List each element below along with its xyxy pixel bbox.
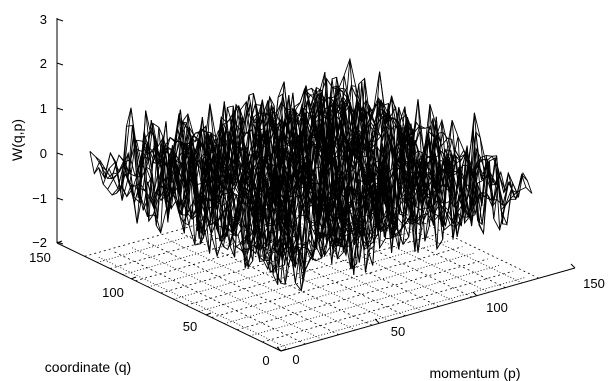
z-tick-label: 3 <box>40 12 47 27</box>
p-tick-label: 100 <box>486 300 508 315</box>
floor-contour-line <box>186 234 438 306</box>
q-axis-label: coordinate (q) <box>45 359 131 375</box>
surface-mesh-line <box>95 156 288 262</box>
z-tick-mark <box>56 152 64 156</box>
surface-mesh-line <box>113 107 305 285</box>
surface-mesh-line <box>293 87 486 224</box>
floor-contour-line <box>247 213 439 307</box>
z-tick-label: 0 <box>40 146 47 161</box>
floor-contour-line <box>114 251 306 345</box>
surface-mesh <box>89 57 533 292</box>
z-tick-labels: 3 2 1 0 −1 −2 <box>32 12 47 250</box>
p-tick-mark <box>570 263 576 269</box>
z-tick-label: 2 <box>40 56 47 71</box>
z-tick-label: −2 <box>32 235 47 250</box>
q-tick-mark <box>205 312 212 316</box>
z-tick-mark <box>56 18 64 22</box>
surface-mesh-line <box>89 87 342 180</box>
q-tick-labels: 150 100 50 0 <box>29 250 269 368</box>
floor-contour-line <box>211 246 463 318</box>
z-tick-mark <box>56 62 64 66</box>
z-tick-mark <box>56 107 64 111</box>
floor-contour-line <box>262 270 514 343</box>
p-tick-labels: 0 50 100 150 <box>292 276 604 367</box>
p-tick-label: 0 <box>292 352 299 367</box>
floor-contour-line <box>280 204 473 298</box>
surface-mesh-line <box>299 78 492 226</box>
surface-mesh-line <box>136 127 329 267</box>
p-tick-mark <box>472 291 478 297</box>
floor-contour-line <box>180 232 373 326</box>
z-axis-label: W(q,p) <box>9 119 25 161</box>
p-axis-line <box>280 267 576 352</box>
surface-mesh-line <box>281 88 474 227</box>
floor-contour-line <box>97 256 290 350</box>
surface-mesh-line <box>188 116 381 249</box>
q-tick-label: 150 <box>29 250 51 265</box>
z-tick-mark <box>56 197 64 201</box>
p-tick-mark <box>374 318 380 324</box>
surface-mesh-line <box>111 84 364 196</box>
surface-mesh-line <box>141 120 334 265</box>
q-tick-mark <box>130 276 137 280</box>
p-tick-label: 150 <box>583 276 605 291</box>
q-tick-label: 100 <box>102 285 124 300</box>
surface-mesh-line <box>223 101 416 249</box>
z-tick-label: −1 <box>32 191 47 206</box>
q-tick-label: 0 <box>262 353 269 368</box>
surface-mesh-line <box>328 78 521 225</box>
p-axis-label: momentum (p) <box>429 365 520 381</box>
surface-mesh-line <box>264 93 457 242</box>
p-tick-label: 50 <box>391 324 405 339</box>
floor-contour-line <box>236 258 488 331</box>
q-tick-mark <box>56 240 63 244</box>
surface-mesh-line <box>177 126 369 269</box>
p-axis-ticks <box>276 263 576 352</box>
floor-contour-line <box>147 242 339 336</box>
z-axis-ticks <box>56 18 64 245</box>
surface-mesh-line <box>340 88 533 198</box>
p-tick-mark <box>276 346 282 352</box>
q-tick-label: 50 <box>183 319 197 334</box>
surface-mesh-line <box>130 123 323 274</box>
z-tick-label: 1 <box>40 101 47 116</box>
surface-mesh-line <box>182 103 375 273</box>
surface-mesh-line <box>334 88 527 195</box>
q-axis-line <box>56 242 282 352</box>
